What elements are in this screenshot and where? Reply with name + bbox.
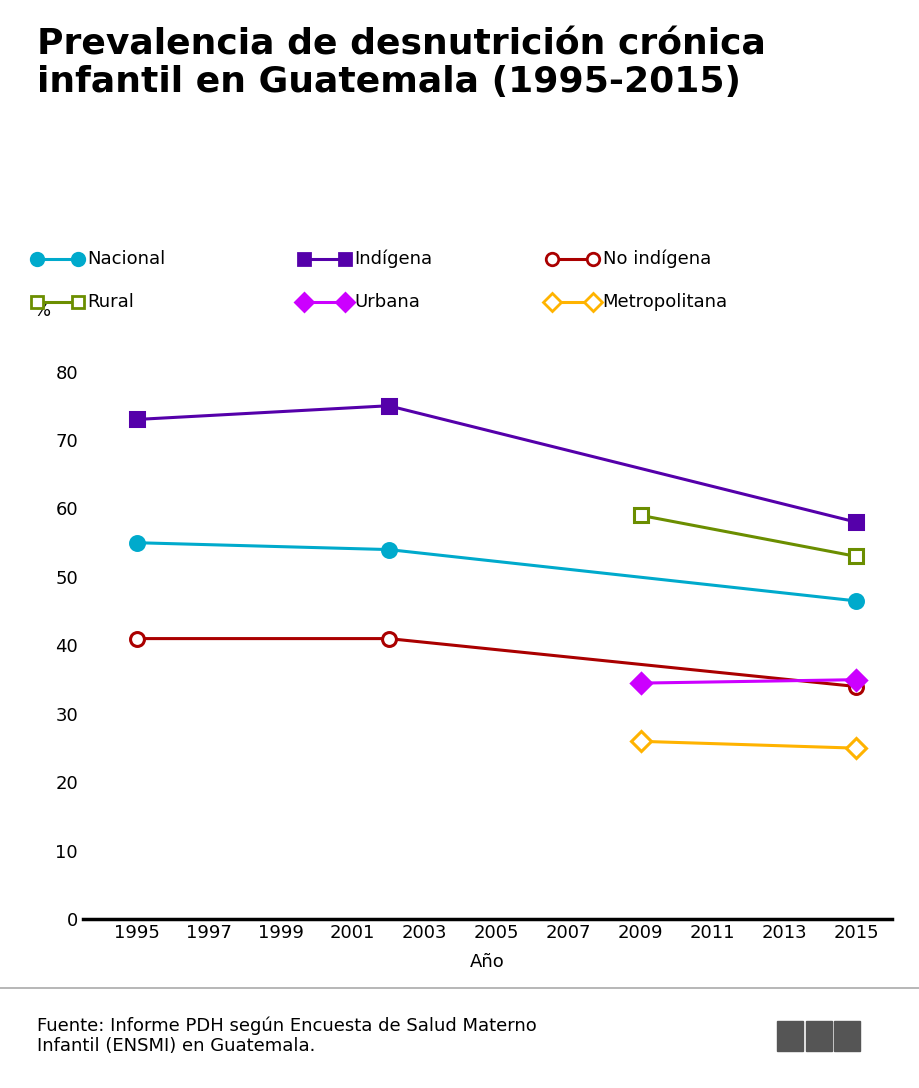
Text: Metropolitana: Metropolitana [602, 294, 727, 311]
Text: Fuente: Informe PDH según Encuesta de Salud Materno
Infantil (ENSMI) en Guatemal: Fuente: Informe PDH según Encuesta de Sa… [37, 1016, 536, 1055]
Text: No indígena: No indígena [602, 249, 710, 269]
Text: Rural: Rural [87, 294, 134, 311]
Text: Prevalencia de desnutrición crónica
infantil en Guatemala (1995-2015): Prevalencia de desnutrición crónica infa… [37, 27, 765, 99]
Text: B: B [811, 1027, 824, 1044]
X-axis label: Año: Año [470, 953, 505, 972]
Text: Nacional: Nacional [87, 250, 165, 268]
Text: C: C [840, 1027, 853, 1044]
Text: B: B [783, 1027, 796, 1044]
Text: Indígena: Indígena [354, 249, 432, 269]
Text: %: % [34, 301, 51, 320]
Text: Urbana: Urbana [354, 294, 420, 311]
